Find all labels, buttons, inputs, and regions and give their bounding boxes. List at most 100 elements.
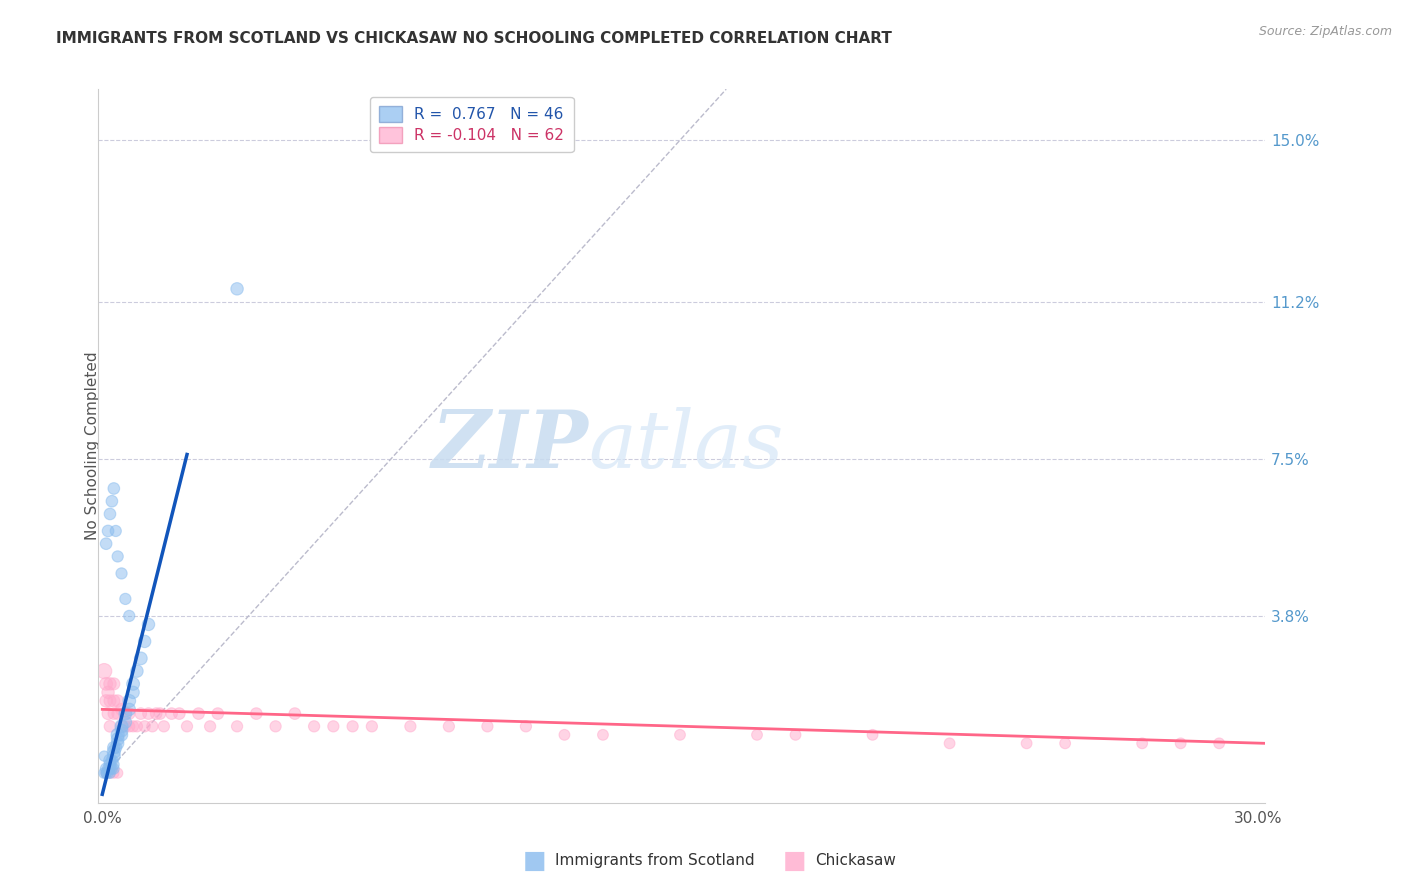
Point	[118, 702, 141, 716]
Point	[110, 728, 132, 742]
Point	[226, 719, 249, 733]
Point	[284, 706, 307, 721]
Point	[110, 719, 132, 733]
Point	[98, 762, 121, 776]
Point	[785, 728, 807, 742]
Point	[114, 706, 136, 721]
Point	[94, 537, 117, 551]
Point	[94, 694, 117, 708]
Point	[94, 766, 117, 780]
Point	[1054, 736, 1077, 750]
Point	[103, 677, 125, 691]
Point	[264, 719, 287, 733]
Text: Chickasaw: Chickasaw	[815, 854, 897, 868]
Text: IMMIGRANTS FROM SCOTLAND VS CHICKASAW NO SCHOOLING COMPLETED CORRELATION CHART: IMMIGRANTS FROM SCOTLAND VS CHICKASAW NO…	[56, 31, 893, 46]
Point	[122, 677, 145, 691]
Point	[101, 762, 124, 776]
Point	[515, 719, 537, 733]
Point	[103, 706, 125, 721]
Point	[107, 766, 129, 780]
Text: ■: ■	[783, 849, 806, 872]
Point	[122, 685, 145, 699]
Point	[302, 719, 325, 733]
Point	[437, 719, 460, 733]
Point	[245, 706, 267, 721]
Point	[103, 694, 125, 708]
Point	[125, 664, 148, 678]
Point	[149, 706, 172, 721]
Point	[153, 719, 176, 733]
Point	[122, 719, 145, 733]
Y-axis label: No Schooling Completed: No Schooling Completed	[86, 351, 100, 541]
Point	[98, 677, 121, 691]
Text: ZIP: ZIP	[432, 408, 589, 484]
Point	[103, 766, 125, 780]
Point	[107, 706, 129, 721]
Point	[93, 766, 115, 780]
Point	[125, 719, 148, 733]
Point	[104, 740, 127, 755]
Point	[114, 719, 136, 733]
Point	[176, 719, 198, 733]
Point	[98, 507, 121, 521]
Point	[114, 715, 136, 730]
Point	[118, 719, 141, 733]
Point	[322, 719, 344, 733]
Point	[98, 694, 121, 708]
Legend: R =  0.767   N = 46, R = -0.104   N = 62: R = 0.767 N = 46, R = -0.104 N = 62	[370, 97, 574, 153]
Point	[94, 677, 117, 691]
Point	[226, 282, 249, 296]
Point	[97, 766, 120, 780]
Point	[207, 706, 229, 721]
Point	[160, 706, 183, 721]
Point	[134, 719, 156, 733]
Point	[141, 719, 163, 733]
Point	[107, 549, 129, 564]
Point	[138, 706, 160, 721]
Point	[107, 694, 129, 708]
Point	[360, 719, 382, 733]
Point	[94, 766, 117, 780]
Point	[138, 617, 160, 632]
Point	[97, 524, 120, 538]
Point	[198, 719, 221, 733]
Point	[93, 749, 115, 764]
Point	[94, 762, 117, 776]
Text: Source: ZipAtlas.com: Source: ZipAtlas.com	[1258, 25, 1392, 38]
Point	[938, 736, 960, 750]
Point	[104, 524, 127, 538]
Point	[553, 728, 575, 742]
Point	[94, 766, 117, 780]
Point	[669, 728, 692, 742]
Text: Immigrants from Scotland: Immigrants from Scotland	[555, 854, 755, 868]
Point	[101, 494, 124, 508]
Point	[107, 736, 129, 750]
Point	[134, 634, 156, 648]
Point	[97, 706, 120, 721]
Point	[399, 719, 422, 733]
Point	[118, 706, 141, 721]
Point	[110, 723, 132, 738]
Point	[1015, 736, 1038, 750]
Point	[103, 762, 125, 776]
Point	[97, 685, 120, 699]
Point	[862, 728, 884, 742]
Point	[110, 566, 132, 581]
Point	[129, 706, 152, 721]
Text: atlas: atlas	[589, 408, 785, 484]
Point	[1208, 736, 1230, 750]
Point	[98, 766, 121, 780]
Point	[169, 706, 191, 721]
Point	[110, 702, 132, 716]
Point	[477, 719, 499, 733]
Point	[118, 694, 141, 708]
Point	[98, 766, 121, 780]
Point	[129, 651, 152, 665]
Text: ■: ■	[523, 849, 546, 872]
Point	[1170, 736, 1192, 750]
Point	[145, 706, 167, 721]
Point	[98, 719, 121, 733]
Point	[101, 753, 124, 767]
Point	[93, 664, 115, 678]
Point	[103, 757, 125, 772]
